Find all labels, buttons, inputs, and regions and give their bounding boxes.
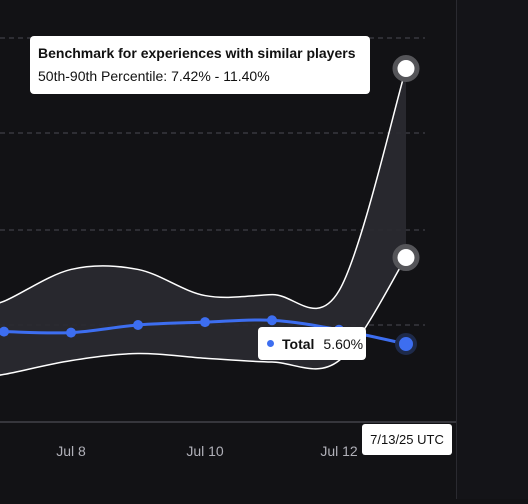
benchmark-tooltip-range: 50th-90th Percentile: 7.42% - 11.40% bbox=[38, 68, 270, 84]
x-tick-label-2: Jul 12 bbox=[320, 443, 358, 459]
total-series-value: 5.60% bbox=[323, 335, 364, 352]
total-point-5 bbox=[267, 315, 277, 326]
hover-date-label: 7/13/25 UTC bbox=[362, 424, 452, 455]
total-hover-label: Total 5.60% bbox=[258, 327, 366, 360]
benchmark-tooltip-title: Benchmark for experiences with similar p… bbox=[38, 45, 356, 61]
total-hover-point bbox=[395, 333, 417, 355]
right-side-panel bbox=[456, 0, 528, 499]
benchmark-lower-line bbox=[0, 257, 407, 376]
total-point-4 bbox=[200, 317, 210, 328]
total-point-1 bbox=[0, 326, 9, 337]
total-point-3 bbox=[133, 320, 143, 330]
benchmark-tooltip: Benchmark for experiences with similar p… bbox=[30, 36, 370, 94]
x-tick-label-1: Jul 10 bbox=[186, 443, 224, 459]
benchmark-upper-line bbox=[0, 68, 407, 310]
benchmark-upper-marker bbox=[392, 55, 420, 82]
total-series-name: Total bbox=[282, 335, 315, 352]
total-point-2 bbox=[66, 327, 76, 338]
benchmark-lower-marker bbox=[392, 244, 420, 272]
total-series-dot bbox=[267, 340, 274, 347]
x-tick-label-0: Jul 8 bbox=[56, 443, 86, 459]
benchmark-band-area bbox=[0, 68, 406, 376]
